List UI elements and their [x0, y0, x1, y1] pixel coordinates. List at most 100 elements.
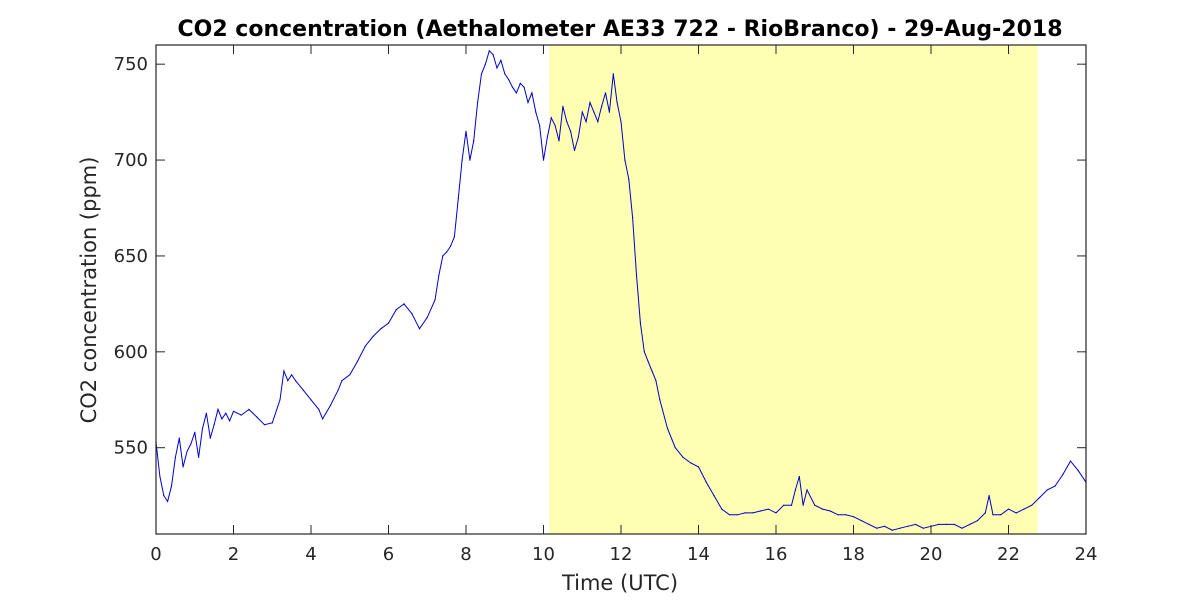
- x-tick-label: 0: [150, 544, 161, 565]
- data-point: [1007, 508, 1010, 510]
- data-point: [387, 322, 390, 324]
- data-point: [612, 73, 614, 75]
- data-point: [442, 255, 444, 257]
- x-tick-label: 4: [305, 544, 316, 565]
- data-point: [558, 140, 560, 142]
- data-point: [380, 328, 382, 330]
- data-point: [705, 481, 707, 483]
- data-point: [395, 309, 397, 311]
- data-point: [945, 523, 948, 526]
- data-point: [434, 299, 436, 301]
- data-point: [690, 462, 692, 464]
- x-tick-label: 20: [920, 544, 943, 565]
- data-point: [256, 416, 258, 418]
- data-point: [767, 508, 769, 510]
- data-point: [562, 105, 564, 107]
- data-point: [829, 510, 831, 512]
- data-point: [922, 527, 924, 529]
- data-point: [604, 92, 607, 94]
- data-point: [310, 399, 312, 401]
- data-point: [248, 408, 250, 410]
- data-point: [775, 512, 777, 514]
- data-point: [519, 82, 521, 84]
- data-point: [608, 111, 611, 113]
- data-point: [868, 523, 870, 526]
- data-point: [473, 140, 475, 142]
- data-point: [1062, 474, 1064, 476]
- data-point: [167, 500, 169, 502]
- data-point: [632, 217, 634, 219]
- data-point: [790, 504, 793, 506]
- data-point: [601, 105, 603, 107]
- data-point: [190, 443, 192, 445]
- data-point: [891, 529, 893, 531]
- data-point: [1069, 460, 1072, 462]
- x-tick-label: 18: [842, 544, 865, 565]
- data-point: [500, 59, 502, 61]
- data-point: [554, 124, 556, 127]
- data-point: [821, 508, 824, 510]
- data-point: [1015, 512, 1017, 514]
- data-point: [802, 504, 804, 506]
- data-point: [969, 523, 971, 526]
- data-point: [651, 370, 653, 372]
- data-point: [170, 485, 173, 487]
- data-point: [585, 121, 587, 123]
- data-point: [624, 159, 626, 161]
- data-point: [341, 380, 343, 382]
- data-point: [469, 159, 471, 161]
- data-point: [581, 111, 583, 113]
- x-tick-label: 24: [1075, 544, 1098, 565]
- data-point: [728, 514, 731, 516]
- data-point: [1046, 489, 1048, 491]
- data-point: [620, 121, 622, 123]
- y-tick-label: 600: [114, 342, 148, 363]
- data-point: [546, 136, 549, 138]
- data-point: [349, 374, 351, 376]
- data-point: [232, 410, 235, 412]
- data-point: [736, 514, 738, 516]
- data-point: [535, 111, 537, 113]
- data-point: [209, 437, 211, 439]
- data-point: [659, 399, 661, 401]
- data-point: [883, 525, 886, 527]
- data-point: [283, 370, 285, 372]
- data-point: [477, 101, 479, 104]
- data-point: [457, 197, 459, 199]
- data-point: [953, 523, 955, 526]
- data-point: [744, 512, 746, 514]
- data-point: [794, 489, 797, 491]
- data-point: [329, 404, 331, 407]
- data-point: [860, 520, 862, 522]
- data-point: [318, 408, 320, 410]
- data-point: [566, 121, 568, 123]
- data-point: [643, 351, 645, 353]
- data-point: [461, 159, 463, 161]
- x-tick-label: 12: [610, 544, 633, 565]
- data-point: [992, 514, 994, 516]
- data-point: [713, 495, 715, 497]
- data-point: [639, 322, 642, 324]
- data-point: [531, 92, 533, 94]
- data-point: [577, 136, 580, 138]
- data-point: [814, 504, 816, 506]
- data-point: [205, 412, 207, 414]
- data-point: [666, 427, 669, 430]
- data-point: [229, 420, 231, 422]
- data-point: [570, 130, 572, 132]
- data-point: [798, 475, 800, 478]
- x-tick-label: 14: [687, 544, 710, 565]
- data-point: [287, 380, 289, 382]
- data-point: [508, 78, 510, 81]
- data-point: [449, 245, 452, 247]
- data-point: [988, 495, 990, 497]
- data-point: [271, 422, 273, 424]
- data-point: [198, 456, 200, 458]
- data-point: [1038, 497, 1041, 499]
- data-point: [628, 178, 630, 180]
- data-point: [453, 236, 455, 238]
- data-point: [492, 54, 494, 56]
- data-point: [174, 456, 176, 458]
- data-point: [337, 389, 339, 391]
